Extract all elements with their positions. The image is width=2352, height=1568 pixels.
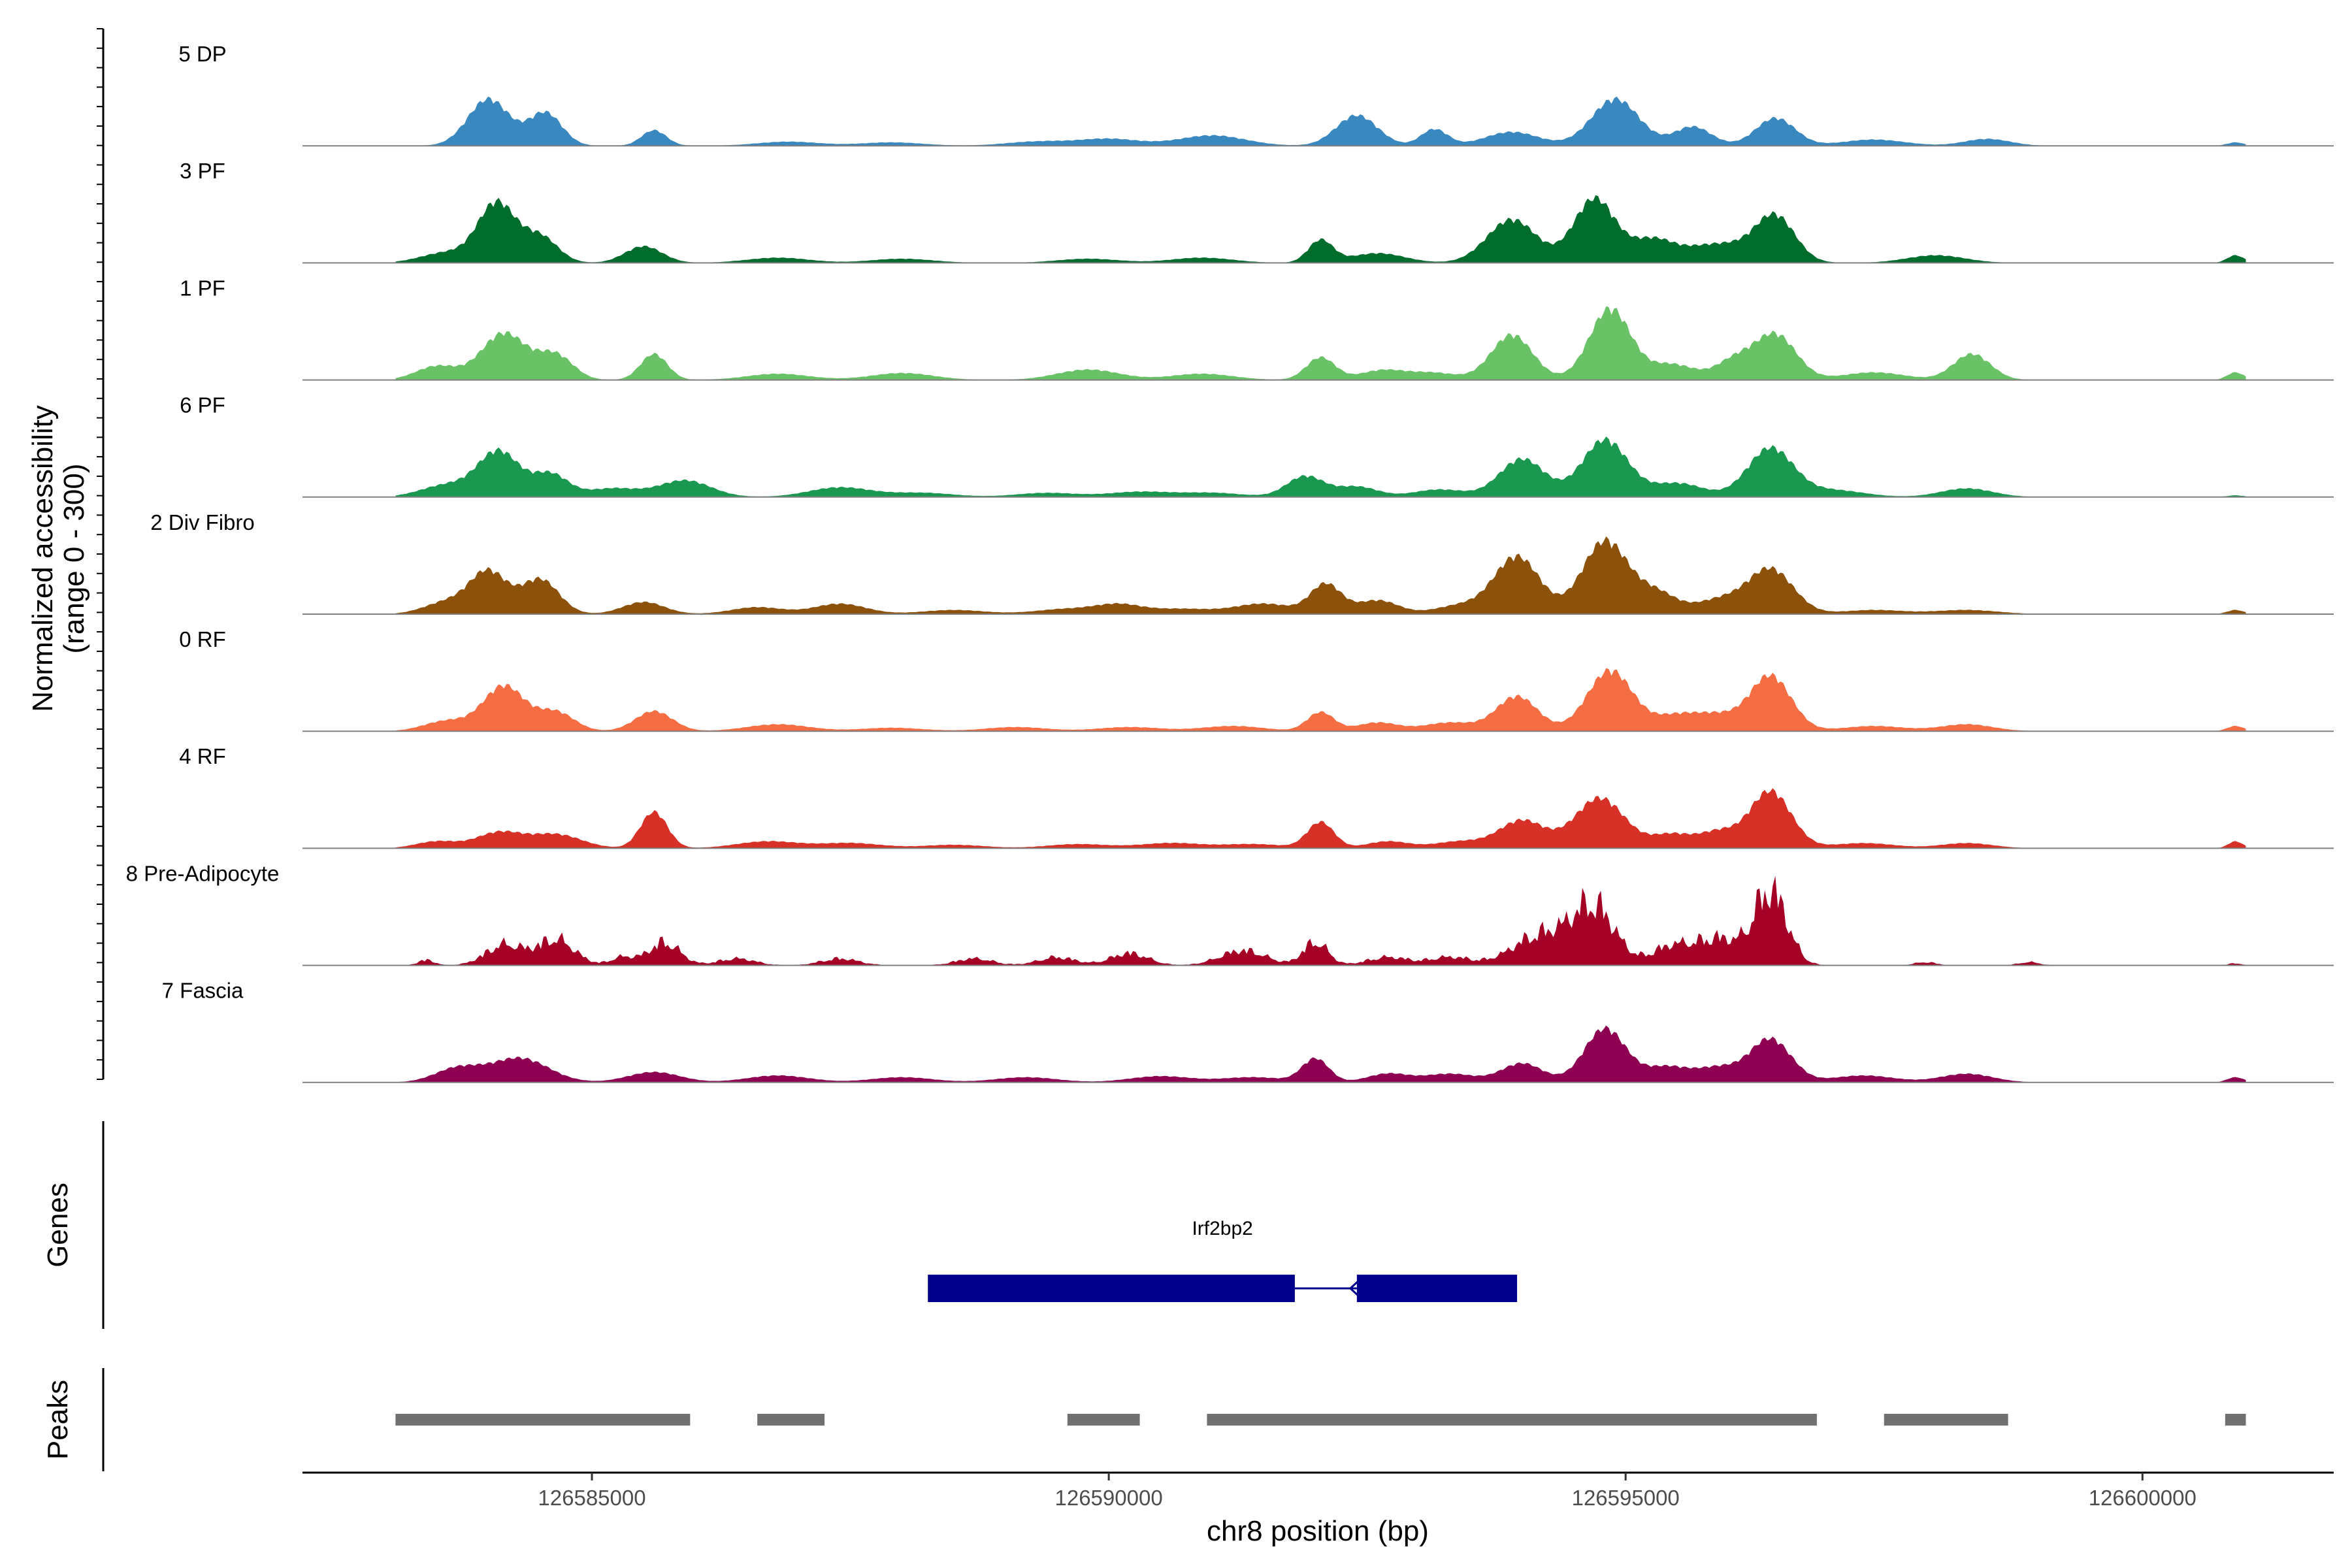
track-label: 7 Fascia xyxy=(162,979,244,1003)
coverage-tracks: 5 DP 3 PF 1 PF 6 PF 2 Div Fibro 0 RF 4 RF 8 Pre… xyxy=(126,42,2334,1083)
track-0: 5 DP xyxy=(178,42,2334,147)
strand-arrow-icon xyxy=(1348,1280,1359,1297)
coverage-area-4 xyxy=(395,536,2246,614)
track-3: 6 PF xyxy=(180,393,2334,498)
peak-track xyxy=(395,1414,2246,1426)
track-2: 1 PF xyxy=(180,276,2334,381)
peaks-axis-title: Peaks xyxy=(42,1380,74,1460)
y-axis xyxy=(97,28,105,1080)
coverage-area-0 xyxy=(395,96,2246,146)
track-label: 5 DP xyxy=(178,42,226,66)
track-5: 0 RF xyxy=(179,627,2334,732)
y-axis-title-line1: Normalized accessibility xyxy=(27,405,59,711)
gene-exon-0 xyxy=(928,1275,1295,1302)
track-label: 1 PF xyxy=(180,276,225,300)
x-tick-label: 126590000 xyxy=(1055,1486,1163,1510)
track-7: 8 Pre-Adipocyte xyxy=(126,861,2334,966)
peak-region-0 xyxy=(395,1414,691,1426)
coverage-area-1 xyxy=(395,195,2246,263)
track-label: 3 PF xyxy=(180,159,225,183)
track-label: 6 PF xyxy=(180,393,225,417)
track-label: 4 RF xyxy=(179,744,226,768)
peak-region-4 xyxy=(1884,1414,2008,1426)
coverage-area-2 xyxy=(395,306,2246,380)
coverage-area-6 xyxy=(395,788,2246,849)
genes-axis-title: Genes xyxy=(42,1183,74,1267)
coverage-area-8 xyxy=(395,1025,2246,1083)
x-tick-label: 126585000 xyxy=(538,1486,645,1510)
peak-region-1 xyxy=(757,1414,825,1426)
track-1: 3 PF xyxy=(180,159,2334,264)
track-label: 2 Div Fibro xyxy=(150,510,255,534)
track-4: 2 Div Fibro xyxy=(150,510,2334,615)
coverage-area-3 xyxy=(395,436,2246,497)
x-tick-label: 126600000 xyxy=(2089,1486,2197,1510)
track-label: 8 Pre-Adipocyte xyxy=(126,861,280,885)
coverage-area-5 xyxy=(395,668,2246,732)
peak-region-5 xyxy=(2225,1414,2246,1426)
track-8: 7 Fascia xyxy=(162,979,2334,1083)
peak-region-2 xyxy=(1067,1414,1140,1426)
coverage-area-7 xyxy=(395,875,2246,966)
x-tick-label: 126595000 xyxy=(1572,1486,1680,1510)
gene-track: Irf2bp2 xyxy=(928,1218,1518,1302)
x-axis: 126585000 126590000 126595000 126600000 xyxy=(302,1471,2334,1510)
track-label: 0 RF xyxy=(179,627,226,651)
peak-region-3 xyxy=(1207,1414,1817,1426)
y-axis-title-line2: (range 0 - 300) xyxy=(58,463,90,653)
x-axis-title: chr8 position (bp) xyxy=(1207,1515,1429,1547)
gene-label: Irf2bp2 xyxy=(1192,1218,1252,1239)
gene-exon-1 xyxy=(1356,1275,1518,1302)
track-6: 4 RF xyxy=(179,744,2334,849)
